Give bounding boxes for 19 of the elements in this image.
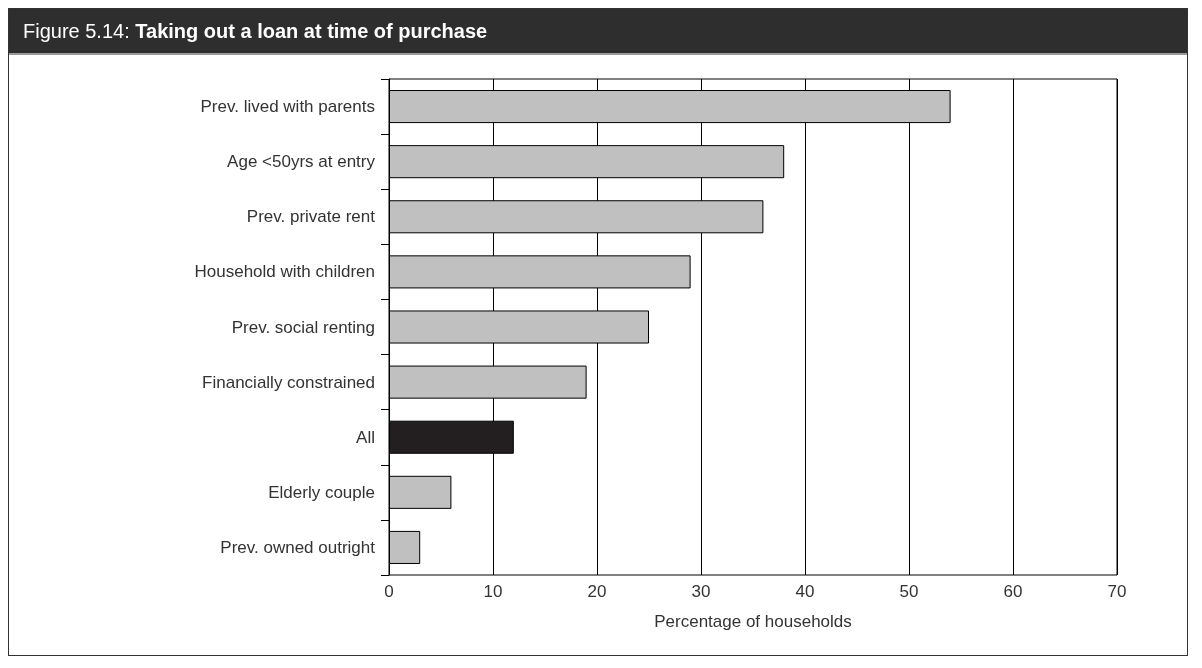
chart-title: Figure 5.14: Taking out a loan at time of purchase <box>9 9 1187 55</box>
y-tick-label: Prev. private rent <box>246 207 376 227</box>
x-axis-title: Percentage of households <box>654 612 852 631</box>
x-tick-label: 0 <box>384 582 394 601</box>
y-tick-label: Financially constrained <box>202 372 375 392</box>
x-tick-label: 30 <box>691 582 711 601</box>
y-tick-label: Prev. owned outright <box>220 537 376 557</box>
x-tick-label: 40 <box>795 582 815 601</box>
x-tick-label: 20 <box>587 582 607 601</box>
x-tick-label: 60 <box>1003 582 1023 601</box>
y-tick-label: Prev. social renting <box>231 317 375 337</box>
x-tick-label: 70 <box>1107 582 1127 601</box>
x-tick-label: 50 <box>899 582 919 601</box>
y-tick-label: Prev. lived with parents <box>200 97 375 117</box>
y-tick-label: Age <50yrs at entry <box>227 152 376 172</box>
y-tick-label: Elderly couple <box>268 482 375 502</box>
y-tick-label: All <box>356 427 375 447</box>
x-tick-label: 10 <box>483 582 503 601</box>
y-tick-label: Household with children <box>194 262 375 282</box>
